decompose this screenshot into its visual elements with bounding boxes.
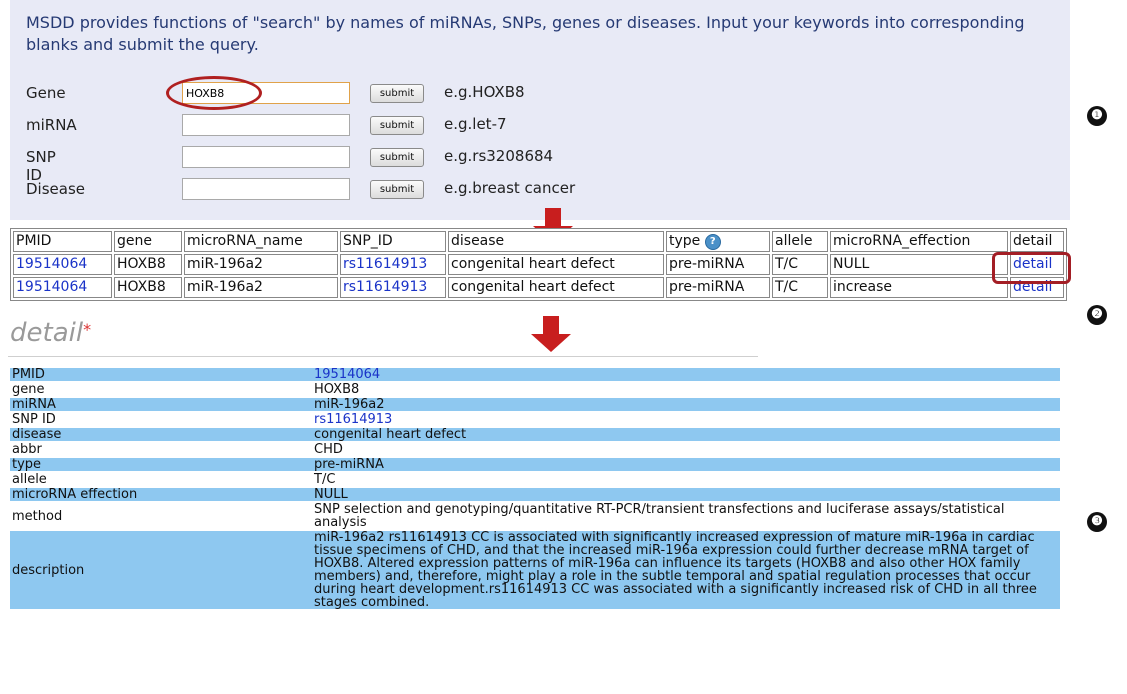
detail-snp-link[interactable]: rs11614913: [314, 412, 393, 427]
allele-cell: T/C: [772, 254, 828, 275]
detail-value: NULL: [312, 488, 1060, 501]
gene-input-highlight-oval: [166, 76, 262, 110]
detail-row-mirna: miRNA miR-196a2: [10, 398, 1060, 411]
detail-row-allele: allele T/C: [10, 473, 1060, 486]
type-cell: pre-miRNA: [666, 254, 770, 275]
header-type-label: type: [669, 233, 701, 249]
mirna-input[interactable]: [182, 114, 350, 136]
effection-cell: NULL: [830, 254, 1008, 275]
detail-value: T/C: [314, 472, 336, 487]
header-microrna-name: microRNA_name: [184, 231, 338, 252]
detail-key: description: [10, 531, 312, 609]
disease-input[interactable]: [182, 178, 350, 200]
help-icon[interactable]: ?: [704, 234, 721, 250]
results-table: PMID gene microRNA_name SNP_ID disease t…: [10, 228, 1067, 301]
detail-table: PMID 19514064 gene HOXB8 miRNA miR-196a2…: [10, 366, 1060, 611]
detail-row-abbr: abbr CHD: [10, 443, 1060, 456]
step-marker-2: ❷: [1087, 305, 1107, 325]
header-disease: disease: [448, 231, 664, 252]
detail-value: congenital heart defect: [312, 428, 1060, 441]
gene-example: e.g.HOXB8: [444, 83, 525, 101]
snp-id-link[interactable]: rs11614913: [343, 256, 428, 272]
results-header-row: PMID gene microRNA_name SNP_ID disease t…: [13, 231, 1064, 252]
header-microrna-effection: microRNA_effection: [830, 231, 1008, 252]
detail-heading: detail*: [10, 318, 91, 348]
detail-key: method: [12, 508, 63, 524]
down-arrow-2: [531, 316, 571, 352]
detail-pmid-link[interactable]: 19514064: [314, 367, 381, 382]
detail-key: miRNA: [10, 398, 312, 411]
type-cell: pre-miRNA: [666, 277, 770, 298]
detail-value: HOXB8: [314, 382, 360, 397]
snp-input[interactable]: [182, 146, 350, 168]
gene-cell: HOXB8: [114, 254, 182, 275]
detail-row-gene: gene HOXB8: [10, 383, 1060, 396]
detail-key: microRNA effection: [10, 488, 312, 501]
detail-row-type: type pre-miRNA: [10, 458, 1060, 471]
detail-value: pre-miRNA: [312, 458, 1060, 471]
search-intro: MSDD provides functions of "search" by n…: [26, 13, 1025, 54]
header-gene: gene: [114, 231, 182, 252]
disease-cell: congenital heart defect: [448, 254, 664, 275]
disease-label: Disease: [26, 180, 85, 198]
header-type: type ?: [666, 231, 770, 252]
disease-submit-button[interactable]: submit: [370, 180, 424, 199]
detail-row-snp-id: SNP ID rs11614913: [10, 413, 1060, 426]
detail-star: *: [83, 320, 92, 339]
microrna-name-cell: miR-196a2: [184, 254, 338, 275]
table-row: 19514064 HOXB8 miR-196a2 rs11614913 cong…: [13, 277, 1064, 298]
detail-key: disease: [10, 428, 312, 441]
pmid-link[interactable]: 19514064: [16, 256, 88, 272]
detail-value: miR-196a2: [312, 398, 1060, 411]
search-panel: MSDD provides functions of "search" by n…: [10, 0, 1070, 220]
detail-divider: [8, 356, 758, 357]
header-detail: detail: [1010, 231, 1064, 252]
detail-heading-text: detail: [10, 318, 84, 348]
step-marker-3: ❸: [1087, 512, 1107, 532]
header-allele: allele: [772, 231, 828, 252]
detail-value: miR-196a2 rs11614913 CC is associated wi…: [312, 531, 1060, 609]
detail-key: PMID: [10, 368, 312, 381]
detail-key: allele: [12, 472, 47, 487]
snp-submit-button[interactable]: submit: [370, 148, 424, 167]
detail-key: gene: [12, 382, 45, 397]
effection-cell: increase: [830, 277, 1008, 298]
detail-row-pmid: PMID 19514064: [10, 368, 1060, 381]
pmid-link[interactable]: 19514064: [16, 279, 88, 295]
disease-cell: congenital heart defect: [448, 277, 664, 298]
gene-label: Gene: [26, 84, 66, 102]
step-marker-1: ❶: [1087, 106, 1107, 126]
detail-key: SNP ID: [12, 412, 56, 427]
detail-row-disease: disease congenital heart defect: [10, 428, 1060, 441]
detail-row-method: method SNP selection and genotyping/quan…: [10, 503, 1060, 529]
microrna-name-cell: miR-196a2: [184, 277, 338, 298]
mirna-submit-button[interactable]: submit: [370, 116, 424, 135]
detail-value: SNP selection and genotyping/quantitativ…: [314, 502, 1005, 530]
table-row: 19514064 HOXB8 miR-196a2 rs11614913 cong…: [13, 254, 1064, 275]
disease-example: e.g.breast cancer: [444, 179, 576, 197]
mirna-label: miRNA: [26, 116, 77, 134]
detail-row-effection: microRNA effection NULL: [10, 488, 1060, 501]
mirna-example: e.g.let-7: [444, 115, 507, 133]
detail-link[interactable]: detail: [1013, 256, 1053, 272]
detail-link-highlight-box: [992, 252, 1071, 284]
gene-submit-button[interactable]: submit: [370, 84, 424, 103]
gene-cell: HOXB8: [114, 277, 182, 298]
snp-id-link[interactable]: rs11614913: [343, 279, 428, 295]
allele-cell: T/C: [772, 277, 828, 298]
snp-example: e.g.rs3208684: [444, 147, 554, 165]
header-pmid: PMID: [13, 231, 112, 252]
detail-key: type: [10, 458, 312, 471]
detail-key: abbr: [12, 442, 42, 457]
detail-row-description: description miR-196a2 rs11614913 CC is a…: [10, 531, 1060, 609]
snp-label: SNP ID: [26, 148, 56, 184]
detail-value: CHD: [314, 442, 343, 457]
header-snp-id: SNP_ID: [340, 231, 446, 252]
